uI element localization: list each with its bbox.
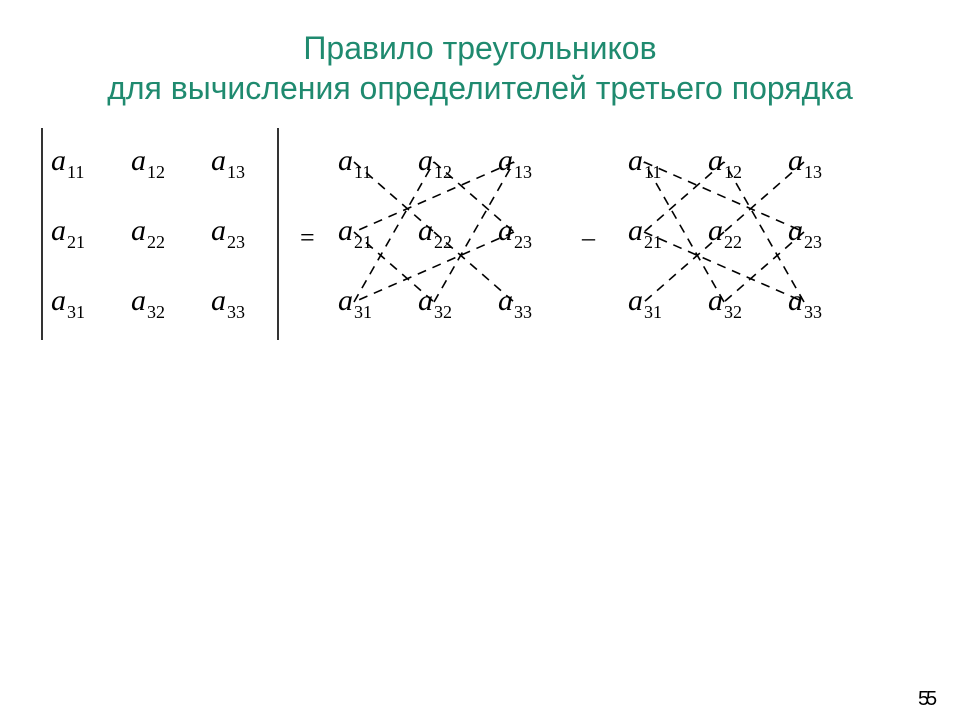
minus-a12: a: [708, 144, 723, 177]
minus-a13-sub: 13: [804, 162, 822, 182]
plus-a23-sub: 23: [514, 232, 532, 252]
minus-a22-sub: 22: [724, 232, 742, 252]
det-a13: a: [211, 144, 226, 177]
det-a12: a: [131, 144, 146, 177]
minus-a33: a: [788, 284, 803, 317]
plus-a33-sub: 33: [514, 302, 532, 322]
plus-a12: a: [418, 144, 433, 177]
det-a33-sub: 33: [227, 302, 245, 322]
minus-a23: a: [788, 214, 803, 247]
minus-a12-sub: 12: [724, 162, 742, 182]
minus-a22: a: [708, 214, 723, 247]
plus-a11: a: [338, 144, 353, 177]
minus-sign: –: [581, 223, 596, 252]
minus-a32: a: [708, 284, 723, 317]
minus-a31: a: [628, 284, 643, 317]
det-a22-sub: 22: [147, 232, 165, 252]
minus-a21: a: [628, 214, 643, 247]
plus-a13-sub: 13: [514, 162, 532, 182]
det-a21-sub: 21: [67, 232, 85, 252]
det-a11-sub: 11: [67, 162, 84, 182]
det-a23-sub: 23: [227, 232, 245, 252]
plus-a13: a: [498, 144, 513, 177]
minus-a21-sub: 21: [644, 232, 662, 252]
det-a12-sub: 12: [147, 162, 165, 182]
equals-sign: =: [300, 223, 315, 252]
det-a11: a: [51, 144, 66, 177]
minus-a11: a: [628, 144, 643, 177]
minus-a11-sub: 11: [644, 162, 661, 182]
det-a13-sub: 13: [227, 162, 245, 182]
det-a21: a: [51, 214, 66, 247]
plus-a31: a: [338, 284, 353, 317]
diagram-svg: a11a12a13a21a22a23a31a32a33=a11a12a13a21…: [0, 0, 960, 720]
det-a31: a: [51, 284, 66, 317]
det-a22: a: [131, 214, 146, 247]
det-a33: a: [211, 284, 226, 317]
minus-a31-sub: 31: [644, 302, 662, 322]
page-number-shadow: 5: [926, 688, 937, 711]
det-a32-sub: 32: [147, 302, 165, 322]
plus-a21: a: [338, 214, 353, 247]
minus-a13: a: [788, 144, 803, 177]
det-a23: a: [211, 214, 226, 247]
plus-a32-sub: 32: [434, 302, 452, 322]
minus-a33-sub: 33: [804, 302, 822, 322]
plus-a31-sub: 31: [354, 302, 372, 322]
minus-a23-sub: 23: [804, 232, 822, 252]
det-a31-sub: 31: [67, 302, 85, 322]
minus-a32-sub: 32: [724, 302, 742, 322]
det-a32: a: [131, 284, 146, 317]
